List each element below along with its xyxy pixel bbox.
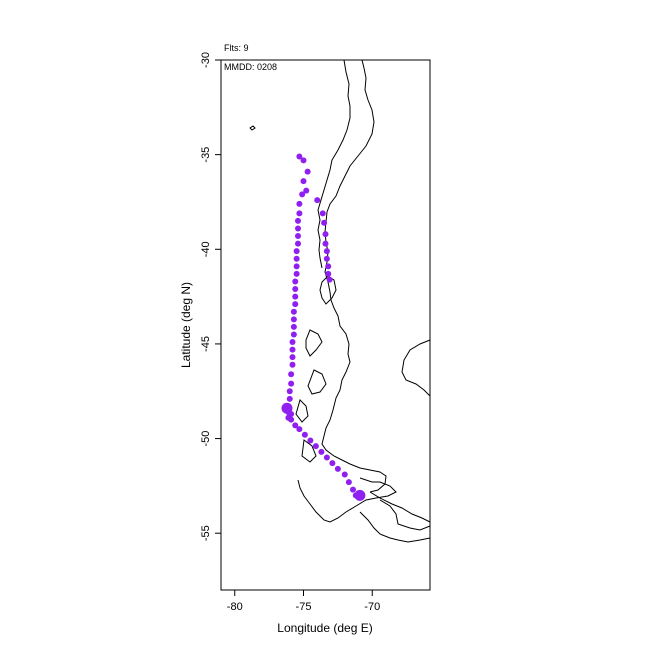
x-tick-label: -80 <box>227 601 243 613</box>
track-point <box>286 388 293 395</box>
inner-coast <box>317 59 351 269</box>
coastline <box>249 59 431 543</box>
track-point <box>341 471 348 478</box>
fjord-islands <box>295 329 327 463</box>
track-point <box>319 210 326 217</box>
track-point <box>286 395 293 402</box>
track-point <box>314 197 321 204</box>
track-point <box>323 454 330 461</box>
flights-count: Flts: 9 <box>224 43 249 53</box>
track-point <box>301 431 308 438</box>
track-point <box>293 270 300 277</box>
track-point <box>289 346 296 353</box>
y-axis-title: Latitude (deg N) <box>179 282 193 368</box>
track-point <box>295 225 301 232</box>
track-point <box>290 323 297 330</box>
track-point <box>303 187 310 194</box>
track-point <box>290 316 297 323</box>
track-point <box>296 200 303 207</box>
track-point <box>350 486 356 493</box>
track-point <box>289 339 296 346</box>
date-label: MMDD: 0208 <box>224 62 277 72</box>
track-point <box>345 479 352 486</box>
track-point <box>290 331 297 338</box>
plot-frame <box>220 59 431 591</box>
track-endpoint <box>281 402 293 414</box>
flight-track <box>281 153 366 501</box>
atlantic-coast <box>401 339 431 397</box>
tierra-del-fuego <box>359 499 431 543</box>
track-point <box>288 380 295 387</box>
track-point <box>325 263 332 270</box>
track-point <box>295 217 301 224</box>
track-point <box>300 178 307 185</box>
y-tick-label: -55 <box>200 525 212 541</box>
x-tick-label: -70 <box>364 601 380 613</box>
track-point <box>322 231 329 238</box>
track-point <box>296 153 303 160</box>
track-point <box>326 276 333 283</box>
y-tick-label: -35 <box>200 147 212 163</box>
track-point <box>295 240 301 247</box>
track-point <box>307 437 314 444</box>
y-tick-label: -50 <box>200 431 212 447</box>
y-tick-label: -30 <box>200 52 212 68</box>
y-tick-label: -45 <box>200 336 212 352</box>
track-point <box>288 371 295 378</box>
chiloe-fjords <box>319 275 337 305</box>
track-point <box>293 255 300 262</box>
track-point <box>312 443 319 450</box>
x-axis-title: Longitude (deg E) <box>277 621 372 635</box>
track-point <box>289 354 296 361</box>
track-point <box>296 426 303 433</box>
y-tick-label: -40 <box>200 241 212 257</box>
track-point <box>299 191 306 198</box>
track-point <box>295 233 301 240</box>
track-point <box>292 422 299 429</box>
track-point <box>323 255 330 262</box>
track-point <box>292 286 299 293</box>
track-endpoint <box>354 489 366 501</box>
track-point <box>292 293 299 300</box>
southern-shore <box>297 477 397 523</box>
track-point <box>288 416 295 423</box>
track-point <box>290 308 297 315</box>
track-point <box>323 248 330 255</box>
track-point <box>304 168 311 175</box>
track-point <box>289 361 296 368</box>
track-point <box>329 460 336 467</box>
track-point <box>296 210 303 217</box>
track-point <box>292 301 299 308</box>
small-island <box>249 125 256 131</box>
track-point <box>318 448 325 455</box>
track-point <box>293 263 300 270</box>
track-point <box>322 240 329 247</box>
axes: -80 -75 -70 -30 -35 -40 -45 -50 -55 <box>200 52 431 613</box>
track-point <box>334 465 341 472</box>
x-tick-label: -75 <box>296 601 312 613</box>
south-america-coast <box>321 59 431 523</box>
track-point <box>300 157 307 164</box>
track-point <box>293 248 300 255</box>
track-point <box>292 278 299 285</box>
track-point <box>325 270 332 277</box>
track-point <box>321 219 328 226</box>
